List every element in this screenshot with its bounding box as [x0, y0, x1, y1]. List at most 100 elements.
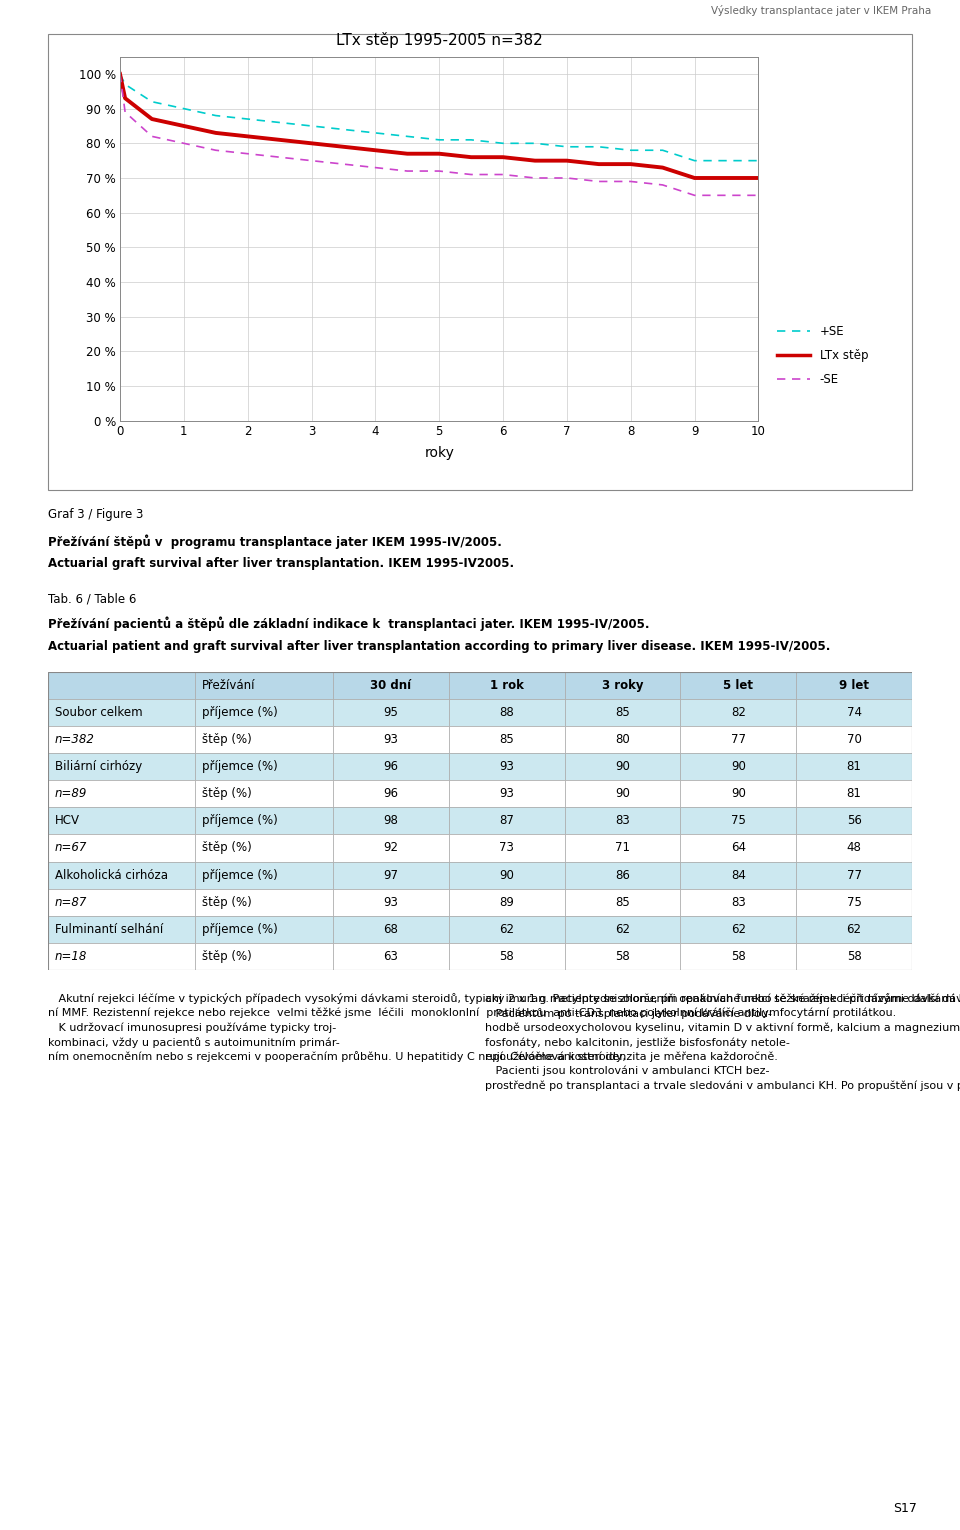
- Text: příjemce (%): příjemce (%): [202, 923, 277, 936]
- Text: 90: 90: [615, 760, 630, 773]
- Bar: [796, 672, 912, 699]
- Text: 58: 58: [615, 950, 630, 962]
- Bar: [449, 780, 564, 808]
- Text: Biliární cirhózy: Biliární cirhózy: [55, 760, 142, 773]
- Bar: [796, 808, 912, 834]
- Bar: [333, 699, 449, 725]
- Bar: [564, 753, 681, 780]
- Title: LTx stěp 1995-2005 n=382: LTx stěp 1995-2005 n=382: [336, 32, 542, 49]
- Text: 93: 93: [499, 760, 515, 773]
- Bar: [333, 861, 449, 889]
- Bar: [681, 916, 796, 942]
- Bar: [796, 753, 912, 780]
- Text: 82: 82: [731, 705, 746, 719]
- Bar: [681, 699, 796, 725]
- Text: 93: 93: [499, 788, 515, 800]
- Text: n=67: n=67: [55, 842, 87, 854]
- Text: 62: 62: [731, 923, 746, 936]
- Text: 81: 81: [847, 760, 861, 773]
- Bar: [48, 780, 195, 808]
- Text: štěp (%): štěp (%): [202, 895, 252, 909]
- Bar: [449, 725, 564, 753]
- Text: Přežívání pacientů a štěpů dle základní indikace k  transplantaci jater. IKEM 19: Přežívání pacientů a štěpů dle základní …: [48, 617, 650, 632]
- Bar: [48, 672, 195, 699]
- Bar: [796, 861, 912, 889]
- Text: 9 let: 9 let: [839, 679, 869, 692]
- Bar: [564, 672, 681, 699]
- Text: 63: 63: [384, 950, 398, 962]
- Text: 58: 58: [731, 950, 746, 962]
- Bar: [48, 725, 195, 753]
- Bar: [681, 725, 796, 753]
- X-axis label: roky: roky: [424, 447, 454, 461]
- Bar: [449, 942, 564, 970]
- Bar: [796, 780, 912, 808]
- Text: n=89: n=89: [55, 788, 87, 800]
- Text: n=18: n=18: [55, 950, 87, 962]
- Text: 80: 80: [615, 733, 630, 747]
- Text: štěp (%): štěp (%): [202, 733, 252, 747]
- Text: příjemce (%): příjemce (%): [202, 705, 277, 719]
- Bar: [449, 808, 564, 834]
- Bar: [195, 753, 333, 780]
- Text: 71: 71: [615, 842, 630, 854]
- Bar: [195, 861, 333, 889]
- Legend: +SE, LTx stěp, -SE: +SE, LTx stěp, -SE: [777, 326, 868, 386]
- Bar: [195, 834, 333, 861]
- Text: Přežívání: Přežívání: [202, 679, 255, 692]
- Bar: [333, 672, 449, 699]
- Text: Graf 3 / Figure 3: Graf 3 / Figure 3: [48, 508, 143, 520]
- Bar: [796, 834, 912, 861]
- Bar: [796, 942, 912, 970]
- Bar: [564, 861, 681, 889]
- Bar: [195, 699, 333, 725]
- Text: 62: 62: [499, 923, 515, 936]
- Bar: [48, 808, 195, 834]
- Text: 93: 93: [384, 733, 398, 747]
- Bar: [48, 753, 195, 780]
- Text: příjemce (%): příjemce (%): [202, 814, 277, 828]
- Text: n=87: n=87: [55, 895, 87, 909]
- Bar: [564, 916, 681, 942]
- Bar: [195, 672, 333, 699]
- Text: 84: 84: [731, 869, 746, 881]
- Bar: [796, 699, 912, 725]
- Text: 98: 98: [384, 814, 398, 828]
- Bar: [564, 725, 681, 753]
- Bar: [449, 889, 564, 916]
- Text: 75: 75: [847, 895, 861, 909]
- Text: Tab. 6 / Table 6: Tab. 6 / Table 6: [48, 592, 136, 604]
- Text: 88: 88: [499, 705, 515, 719]
- Bar: [564, 942, 681, 970]
- Bar: [796, 916, 912, 942]
- Bar: [195, 889, 333, 916]
- Bar: [564, 808, 681, 834]
- Text: 70: 70: [847, 733, 861, 747]
- Text: 90: 90: [615, 788, 630, 800]
- Text: štěp (%): štěp (%): [202, 842, 252, 854]
- Bar: [449, 916, 564, 942]
- Bar: [564, 889, 681, 916]
- Text: 85: 85: [615, 705, 630, 719]
- Text: Actuarial patient and graft survival after liver transplantation according to pr: Actuarial patient and graft survival aft…: [48, 640, 830, 652]
- Text: 74: 74: [847, 705, 862, 719]
- Text: 68: 68: [384, 923, 398, 936]
- Bar: [195, 942, 333, 970]
- Bar: [681, 889, 796, 916]
- Bar: [564, 780, 681, 808]
- Text: 62: 62: [847, 923, 862, 936]
- Bar: [333, 808, 449, 834]
- Bar: [681, 753, 796, 780]
- Bar: [48, 699, 195, 725]
- Text: n=382: n=382: [55, 733, 95, 747]
- Text: 90: 90: [499, 869, 515, 881]
- Text: ani imuran. Pacienty se zhoršením renálních funkcí se snažíme léčit nízými dávka: ani imuran. Pacienty se zhoršením renáln…: [485, 993, 960, 1091]
- Bar: [333, 725, 449, 753]
- Bar: [333, 834, 449, 861]
- Text: 97: 97: [383, 869, 398, 881]
- Text: Výsledky transplantace jater v IKEM Praha: Výsledky transplantace jater v IKEM Prah…: [711, 6, 931, 17]
- Text: štěp (%): štěp (%): [202, 950, 252, 962]
- Text: 75: 75: [731, 814, 746, 828]
- Bar: [681, 834, 796, 861]
- Bar: [564, 834, 681, 861]
